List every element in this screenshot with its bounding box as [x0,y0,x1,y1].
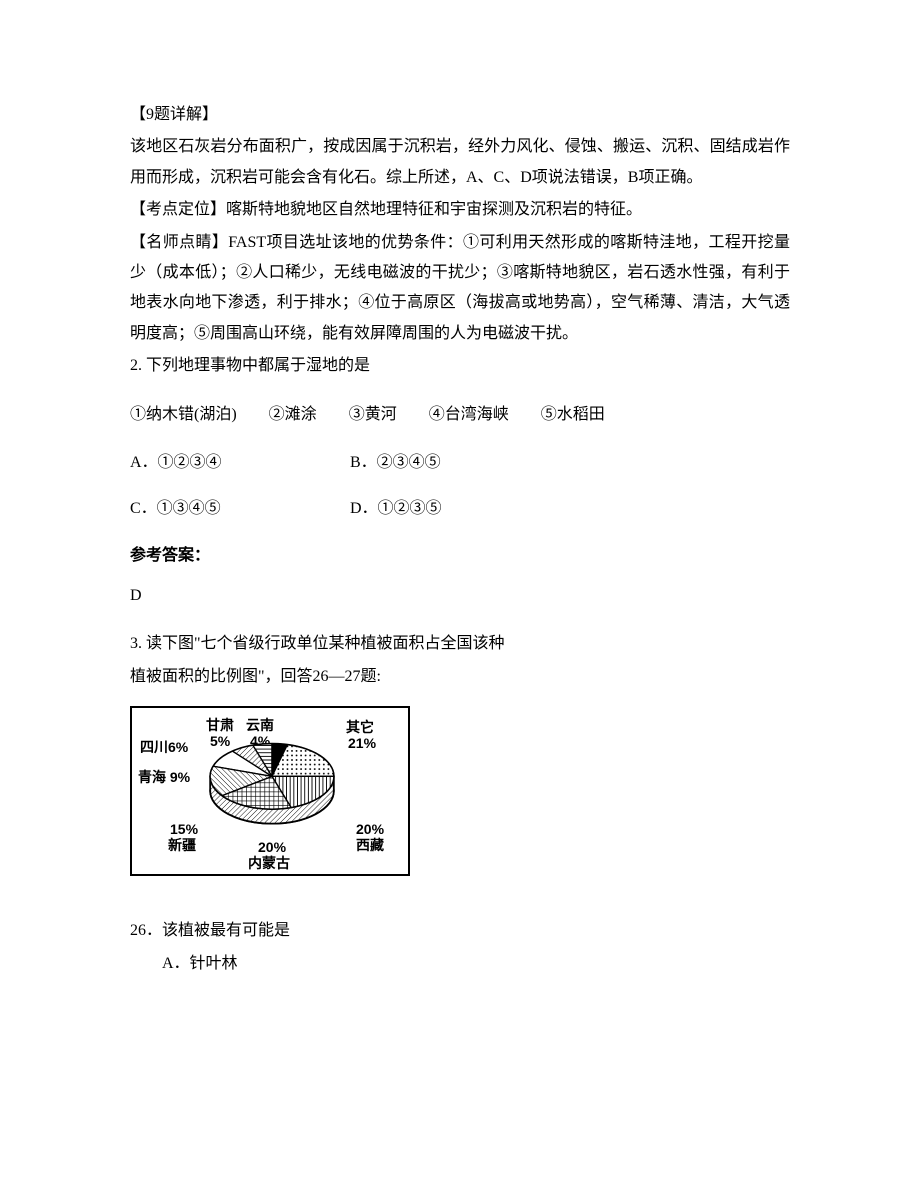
q2-option-row2: C．①③④⑤ D．①②③⑤ [130,494,790,524]
q26-stem: 26．该植被最有可能是 [130,916,790,946]
pie-svg [202,740,342,840]
q2-option-d: D．①②③⑤ [350,494,570,524]
q9-mingshi: 【名师点睛】FAST项目选址该地的优势条件：①可利用天然形成的喀斯特洼地，工程开… [130,228,790,350]
q2-item-3: ③黄河 [349,406,397,423]
q3-stem-line1: 3. 读下图"七个省级行政单位某种植被面积占全国该种 [130,629,790,659]
q2-answer: D [130,581,790,611]
q9-analysis-title: 【9题详解】 [130,100,790,130]
q2-item-4: ④台湾海峡 [429,406,509,423]
q2-option-b: B．②③④⑤ [350,448,570,478]
q2-item-1: ①纳木错(湖泊) [130,406,237,423]
q2-answer-label: 参考答案： [130,541,790,571]
q2-items: ①纳木错(湖泊) ②滩涂 ③黄河 ④台湾海峡 ⑤水稻田 [130,400,790,430]
q9-analysis-body: 该地区石灰岩分布面积广，按成因属于沉积岩，经外力风化、侵蚀、搬运、沉积、固结成岩… [130,132,790,193]
q3-pie-chart: 四川6% 甘肃 5% 云南 4% 其它 21% 青海 9% 15% 新疆 20%… [130,706,410,876]
chart-label-neimenggu: 内蒙古 [248,850,290,877]
q26-option-a: A．针叶林 [130,949,790,979]
mingshi-label: 【名师点睛】 [130,234,228,251]
chart-label-qita-pct: 21% [348,730,376,757]
kaodian-text: 喀斯特地貌地区自然地理特征和宇宙探测及沉积岩的特征。 [226,201,642,218]
q2-item-2: ②滩涂 [269,406,317,423]
q2-option-a: A．①②③④ [130,448,350,478]
mingshi-text: FAST项目选址该地的优势条件：①可利用天然形成的喀斯特洼地，工程开挖量少（成本… [130,234,790,342]
q3-stem-line2: 植被面积的比例图"，回答26—27题: [130,662,790,692]
q2-stem: 2. 下列地理事物中都属于湿地的是 [130,351,790,381]
chart-label-xizang: 西藏 [356,832,384,859]
chart-label-sichuan: 四川6% [140,734,188,761]
chart-label-xinjiang: 新疆 [168,832,196,859]
q9-kaodian: 【考点定位】喀斯特地貌地区自然地理特征和宇宙探测及沉积岩的特征。 [130,195,790,225]
q2-option-c: C．①③④⑤ [130,494,350,524]
q2-item-5: ⑤水稻田 [541,406,605,423]
q2-option-row1: A．①②③④ B．②③④⑤ [130,448,790,478]
kaodian-label: 【考点定位】 [130,201,226,218]
chart-label-qinghai: 青海 9% [138,764,190,791]
